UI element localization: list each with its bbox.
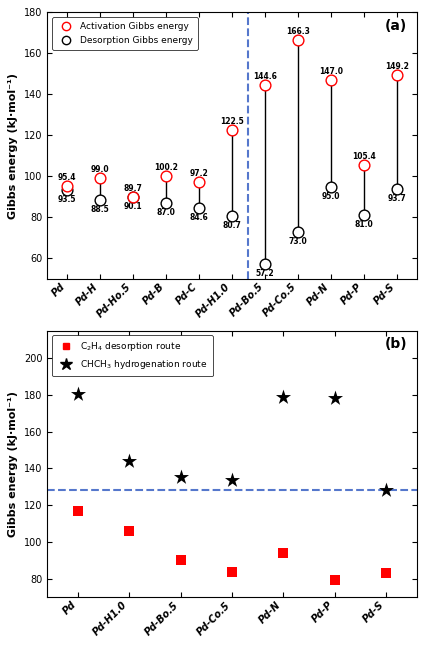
- Text: 122.5: 122.5: [220, 117, 244, 126]
- Point: [75, 389, 82, 399]
- Point: [261, 79, 268, 90]
- Point: [177, 472, 184, 482]
- Text: 147.0: 147.0: [319, 67, 343, 76]
- Point: [130, 193, 136, 203]
- Text: 95.4: 95.4: [58, 172, 76, 182]
- Point: [360, 160, 367, 171]
- Text: 88.5: 88.5: [91, 205, 109, 214]
- Text: 99.0: 99.0: [91, 165, 109, 174]
- Text: 166.3: 166.3: [286, 27, 310, 36]
- Point: [331, 393, 338, 403]
- Text: 93.5: 93.5: [58, 195, 76, 203]
- Point: [177, 555, 184, 565]
- Point: [328, 75, 334, 85]
- Text: 87.0: 87.0: [156, 208, 176, 217]
- Point: [261, 259, 268, 269]
- Point: [360, 210, 367, 220]
- Point: [64, 181, 71, 191]
- Text: 80.7: 80.7: [223, 221, 241, 230]
- Point: [328, 182, 334, 192]
- Text: 100.2: 100.2: [154, 163, 178, 172]
- Text: 149.2: 149.2: [385, 63, 409, 71]
- Point: [394, 70, 400, 81]
- Point: [163, 171, 170, 181]
- Point: [64, 185, 71, 195]
- Y-axis label: Gibbs energy (kJ·mol⁻¹): Gibbs energy (kJ·mol⁻¹): [8, 72, 18, 218]
- Text: 84.6: 84.6: [190, 213, 208, 222]
- Text: 73.0: 73.0: [289, 237, 307, 246]
- Text: 93.7: 93.7: [388, 194, 406, 203]
- Point: [331, 574, 338, 585]
- Text: 89.7: 89.7: [124, 184, 142, 193]
- Point: [75, 506, 82, 516]
- Point: [382, 568, 389, 578]
- Text: 81.0: 81.0: [354, 220, 373, 229]
- Text: 95.0: 95.0: [322, 192, 340, 201]
- Point: [126, 456, 133, 466]
- Point: [382, 484, 389, 495]
- Text: 90.1: 90.1: [124, 202, 142, 211]
- Text: 144.6: 144.6: [253, 72, 277, 81]
- Point: [196, 177, 202, 187]
- Point: [196, 203, 202, 213]
- Text: 57.2: 57.2: [255, 269, 274, 278]
- Point: [163, 198, 170, 208]
- Point: [229, 567, 235, 578]
- Text: (a): (a): [385, 19, 408, 33]
- Point: [280, 391, 287, 402]
- Text: 105.4: 105.4: [352, 152, 376, 161]
- Point: [96, 194, 103, 205]
- Point: [295, 227, 301, 237]
- Point: [394, 184, 400, 194]
- Point: [229, 211, 235, 221]
- Point: [295, 36, 301, 46]
- Point: [130, 191, 136, 202]
- Legend: Activation Gibbs energy, Desorption Gibbs energy: Activation Gibbs energy, Desorption Gibb…: [52, 17, 198, 50]
- Point: [280, 548, 287, 558]
- Text: (b): (b): [385, 337, 408, 351]
- Point: [229, 475, 235, 486]
- Point: [96, 173, 103, 183]
- Point: [229, 125, 235, 136]
- Y-axis label: Gibbs energy (kJ·mol⁻¹): Gibbs energy (kJ·mol⁻¹): [8, 391, 18, 537]
- Text: 97.2: 97.2: [190, 169, 208, 178]
- Legend: C$_2$H$_4$ desorption route, CHCH$_3$ hydrogenation route: C$_2$H$_4$ desorption route, CHCH$_3$ hy…: [52, 335, 212, 377]
- Point: [126, 526, 133, 536]
